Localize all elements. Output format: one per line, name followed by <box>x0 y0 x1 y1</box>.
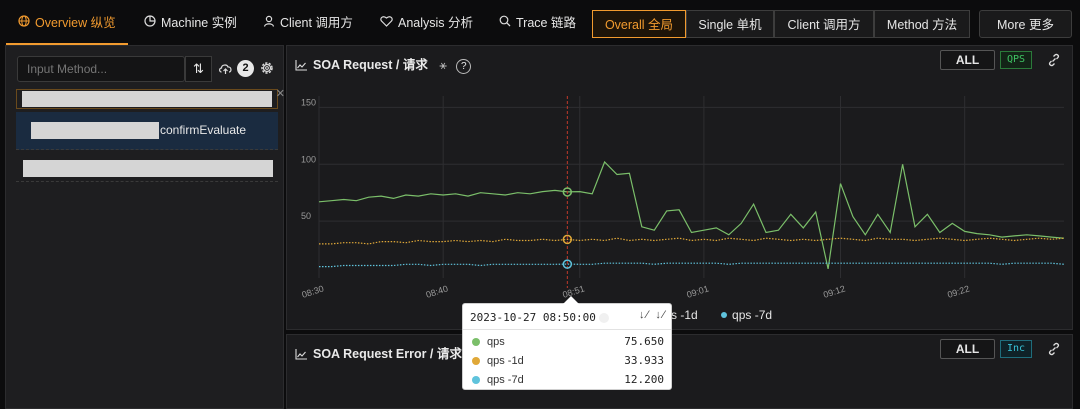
segment-method[interactable]: Method 方法 <box>874 10 970 38</box>
panel-title-text: SOA Request Error / 请求错 <box>313 347 475 361</box>
loading-icon <box>599 313 609 323</box>
panel-title-text: SOA Request / 请求 <box>313 58 428 72</box>
all-button[interactable]: ALL <box>940 339 995 359</box>
method-name: confirmEvaluate <box>160 123 247 137</box>
series-dot <box>472 338 480 346</box>
x-tick-label: 08:40 <box>425 283 450 299</box>
y-tick-label: 100 <box>301 154 316 164</box>
tab-client[interactable]: Client 调用方 <box>263 0 353 46</box>
series-value: 75.650 <box>624 335 664 348</box>
method-search-input[interactable] <box>17 56 185 82</box>
tab-overview[interactable]: Overview 纵览 <box>18 0 116 46</box>
y-tick-label: 150 <box>301 97 316 107</box>
soa-request-error-panel: SOA Request Error / 请求错 ALL Inc <box>286 334 1073 409</box>
tab-trace-label: Trace 链路 <box>516 16 576 30</box>
x-tick-label: 08:30 <box>301 283 326 299</box>
segment-single[interactable]: Single 单机 <box>686 10 774 38</box>
series-value: 12.200 <box>624 373 664 386</box>
tab-analysis-label: Analysis 分析 <box>398 16 474 30</box>
sparkle-icon[interactable]: ⚹ <box>439 58 447 72</box>
active-tab-indicator <box>6 43 128 45</box>
series-dot <box>472 357 480 365</box>
x-tick-label: 09:22 <box>946 283 971 299</box>
series-value: 33.933 <box>624 354 664 367</box>
tooltip-row: qps 75.650 <box>472 334 664 350</box>
tab-machine[interactable]: Machine 实例 <box>144 0 237 46</box>
chart-legend: s -1d qps -7d <box>671 308 772 322</box>
tab-overview-label: Overview 纵览 <box>35 16 116 30</box>
redacted-method-name <box>22 91 272 107</box>
link-icon[interactable] <box>1046 52 1062 68</box>
link-icon[interactable] <box>1046 341 1062 357</box>
y-tick-label: 50 <box>301 211 311 221</box>
tab-trace[interactable]: Trace 链路 <box>499 0 576 46</box>
all-button[interactable]: ALL <box>940 50 995 70</box>
redacted-method-name <box>23 160 273 177</box>
sort-button[interactable]: ⇅ <box>185 56 212 82</box>
panel-title: SOA Request Error / 请求错 <box>295 343 474 363</box>
sort-icon[interactable]: ↓⁄ ↓⁄ <box>639 309 667 321</box>
tooltip-time: 2023-10-27 08:50:00 <box>470 311 596 324</box>
highlight-point <box>562 187 573 197</box>
legend-item[interactable]: s -1d <box>671 308 698 322</box>
series-name: qps -1d <box>487 355 524 367</box>
user-icon <box>263 0 275 46</box>
method-item-selected[interactable]: confirmEvaluate <box>16 112 278 150</box>
method-item[interactable] <box>16 156 278 182</box>
search-icon <box>499 0 511 46</box>
divider <box>463 329 671 330</box>
inc-badge[interactable]: Inc <box>1000 340 1032 358</box>
x-tick-label: 09:12 <box>822 283 847 299</box>
cloud-upload-icon[interactable] <box>218 60 233 76</box>
top-nav: Overview 纵览 Machine 实例 Client 调用方 Analys… <box>0 0 1080 46</box>
tab-machine-label: Machine 实例 <box>161 16 237 30</box>
line-chart-icon <box>295 349 307 363</box>
segment-client[interactable]: Client 调用方 <box>774 10 874 38</box>
globe-icon <box>18 0 30 46</box>
series-name: qps -7d <box>487 374 524 386</box>
tooltip-row: qps -1d 33.933 <box>472 353 664 369</box>
redacted-method-prefix <box>31 122 159 139</box>
tooltip-row: qps -7d 12.200 <box>472 372 664 388</box>
x-tick-label: 09:01 <box>685 283 710 299</box>
pie-chart-icon <box>144 0 156 46</box>
highlight-point <box>562 259 573 269</box>
legend-dot <box>721 312 728 318</box>
gear-icon[interactable] <box>259 60 275 76</box>
soa-request-panel: 50 100 150 08:30 08:40 08:51 09:01 09:12 09:22 S… <box>286 45 1073 330</box>
tab-analysis[interactable]: Analysis 分析 <box>380 0 473 46</box>
method-sidebar: ⇅ 2 ✕ confirmEvaluate <box>5 45 285 409</box>
highlight-point <box>562 234 573 245</box>
series-name: qps <box>487 336 505 348</box>
line-chart-icon <box>295 60 307 74</box>
close-icon[interactable]: ✕ <box>275 88 285 100</box>
chart-tooltip: 2023-10-27 08:50:00 ↓⁄ ↓⁄ qps 75.650 qps… <box>462 296 672 390</box>
segment-overall[interactable]: Overall 全局 <box>592 10 686 38</box>
help-icon[interactable]: ? <box>456 59 472 74</box>
more-button[interactable]: More 更多 <box>979 10 1072 38</box>
legend-item[interactable]: qps -7d <box>721 308 772 322</box>
series-dot <box>472 376 480 384</box>
heart-icon <box>380 0 393 46</box>
series-line-qps--1d[interactable] <box>319 237 1065 245</box>
series-line-qps[interactable] <box>318 160 1065 270</box>
panel-title: SOA Request / 请求 ⚹ ? <box>295 54 472 74</box>
method-item[interactable]: ✕ <box>16 88 285 109</box>
tab-client-label: Client 调用方 <box>280 16 353 30</box>
series-line-qps--7d[interactable] <box>319 262 1065 268</box>
method-count-badge: 2 <box>237 60 254 77</box>
qps-badge[interactable]: QPS <box>1000 51 1032 69</box>
